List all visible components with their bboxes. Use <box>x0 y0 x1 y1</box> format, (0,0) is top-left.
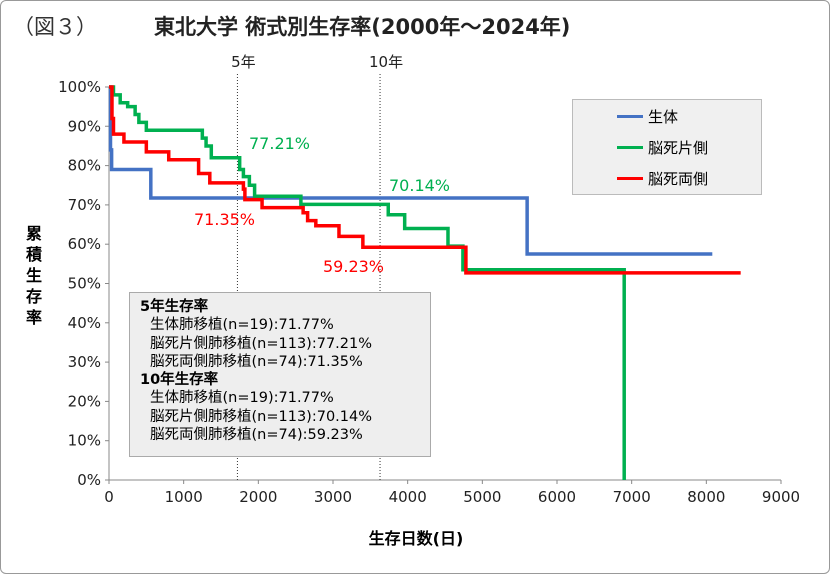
series-line-1 <box>109 85 626 480</box>
y-tick-label: 30% <box>68 353 101 371</box>
data-label: 77.21% <box>249 134 310 153</box>
survival-stats-box: 5年生存率 生体肺移植(n=19):71.77% 脳死片側肺移植(n=113):… <box>129 292 431 457</box>
x-tick-label: 6000 <box>538 488 576 506</box>
data-label: 70.14% <box>389 176 450 195</box>
y-tick-label: 50% <box>68 275 101 293</box>
legend-label: 脳死片側 <box>648 139 709 157</box>
y-tick-label: 80% <box>68 157 101 175</box>
y-tick-label: 20% <box>68 392 101 410</box>
figure-label: （図３） <box>13 15 97 39</box>
legend-swatch <box>617 177 643 180</box>
y-tick-label: 100% <box>58 78 101 96</box>
stats-heading-10yr: 10年生存率 <box>140 372 219 389</box>
x-tick-label: 5000 <box>463 488 501 506</box>
legend-item-single: 脳死片側 <box>617 137 708 158</box>
y-axis-label: 累積生存率 <box>25 224 42 327</box>
stats-heading-5yr: 5年生存率 <box>140 299 209 315</box>
reference-line-label: 5年 <box>231 53 256 71</box>
data-label: 59.23% <box>323 257 384 276</box>
legend: 生体 脳死片側 脳死両側 <box>572 99 762 195</box>
stats-row: 脳死両側肺移植(n=74):71.35% <box>150 353 363 370</box>
legend-label: 生体 <box>648 108 679 126</box>
x-tick-label: 0 <box>104 488 114 506</box>
x-tick-label: 1000 <box>165 488 203 506</box>
legend-swatch <box>617 146 643 149</box>
y-tick-label: 0% <box>77 471 101 489</box>
y-tick-label: 90% <box>68 117 101 135</box>
stats-row: 脳死片側肺移植(n=113):70.14% <box>150 408 373 425</box>
x-tick-label: 3000 <box>314 488 352 506</box>
x-tick-label: 4000 <box>389 488 427 506</box>
y-tick-label: 60% <box>68 235 101 253</box>
stats-row: 脳死片側肺移植(n=113):77.21% <box>150 335 373 352</box>
legend-swatch <box>617 115 643 118</box>
legend-label: 脳死両側 <box>648 170 709 188</box>
x-axis-label: 生存日数(日) <box>368 529 464 548</box>
legend-item-living: 生体 <box>617 106 678 127</box>
x-tick-label: 7000 <box>613 488 651 506</box>
stats-row: 生体肺移植(n=19):71.77% <box>150 390 334 407</box>
data-label: 71.35% <box>194 210 255 229</box>
y-tick-label: 10% <box>68 432 101 450</box>
x-tick-label: 9000 <box>762 488 800 506</box>
stats-row: 脳死両側肺移植(n=74):59.23% <box>150 427 363 444</box>
x-tick-label: 8000 <box>687 488 725 506</box>
reference-line-label: 10年 <box>369 53 403 71</box>
series-line-2 <box>109 85 741 275</box>
stats-row: 生体肺移植(n=19):71.77% <box>150 317 334 334</box>
y-tick-label: 40% <box>68 314 101 332</box>
chart-title: 東北大学 術式別生存率(2000年～2024年) <box>154 15 571 39</box>
legend-item-bilateral: 脳死両側 <box>617 168 708 189</box>
y-tick-label: 70% <box>68 196 101 214</box>
x-tick-label: 2000 <box>239 488 277 506</box>
